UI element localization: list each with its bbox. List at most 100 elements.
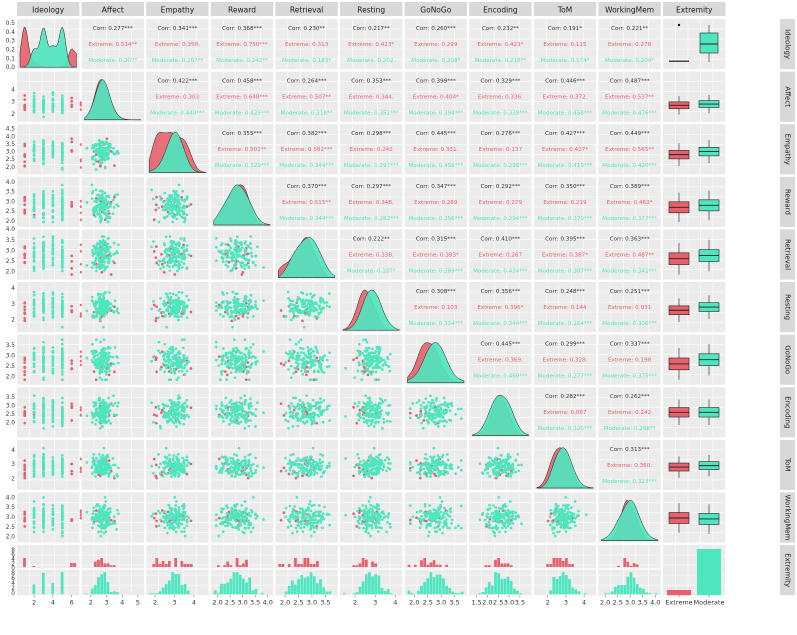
scatter-point xyxy=(60,213,64,216)
scatter-point xyxy=(225,259,229,263)
scatter-point xyxy=(328,305,331,309)
corr-text-moderate: Moderate: 0.294*** xyxy=(473,216,528,222)
corr-text-extreme: Extreme: 0.463* xyxy=(607,200,653,206)
row-label-resting: Resting xyxy=(784,294,792,320)
scatter-point xyxy=(171,364,175,368)
scatter-point xyxy=(367,364,371,368)
scatter-point xyxy=(42,204,45,208)
scatter-point xyxy=(32,143,36,146)
scatter-point xyxy=(168,212,172,215)
scatter-point xyxy=(168,419,172,422)
scatter-point xyxy=(262,266,265,269)
scatter-point xyxy=(99,409,103,413)
scatter-point xyxy=(101,406,105,410)
scatter-point xyxy=(51,413,55,417)
scatter-point xyxy=(42,254,45,258)
scatter-point xyxy=(23,94,27,97)
scatter-point xyxy=(42,368,45,371)
scatter-point xyxy=(51,416,55,420)
corr-text-moderate: Moderate: 0.351*** xyxy=(344,111,399,117)
scatter-point xyxy=(60,211,64,214)
scatter-point xyxy=(239,406,243,410)
scatter-point xyxy=(171,357,175,361)
scatter-point xyxy=(182,408,186,412)
corr-text-extreme: Extreme: 0.427* xyxy=(542,147,588,153)
scatter-point xyxy=(107,209,110,213)
scatter-point xyxy=(94,249,97,252)
scatter-point xyxy=(160,365,163,369)
boxplot-outlier xyxy=(677,23,681,27)
scatter-point xyxy=(96,254,99,257)
scatter-point xyxy=(23,378,27,382)
scatter-point xyxy=(112,205,116,209)
scatter-point xyxy=(51,351,55,355)
scatter-point xyxy=(152,240,155,243)
scatter-point xyxy=(304,353,307,357)
scatter-point xyxy=(163,370,167,374)
scatter-point xyxy=(233,338,236,342)
corr-text-total: Corr: 0.445*** xyxy=(416,131,456,137)
scatter-point xyxy=(221,403,224,407)
scatter-point xyxy=(108,403,111,407)
scatter-point xyxy=(374,422,377,425)
corr-text-moderate: Moderate: 0.334*** xyxy=(408,321,463,327)
scatter-point xyxy=(228,422,231,426)
scatter-point xyxy=(243,417,247,420)
scatter-point xyxy=(312,416,316,420)
scatter-point xyxy=(32,105,36,109)
scatter-point xyxy=(60,311,64,315)
scatter-point xyxy=(352,406,355,409)
scatter-point xyxy=(325,407,329,411)
scatter-point xyxy=(32,416,36,420)
scatter-point xyxy=(106,157,110,161)
scatter-point xyxy=(107,261,110,265)
scatter-point xyxy=(355,356,359,360)
scatter-point xyxy=(104,216,108,220)
scatter-point xyxy=(189,367,193,370)
scatter-point xyxy=(298,399,302,402)
scatter-point xyxy=(90,266,94,269)
scatter-point xyxy=(230,319,234,323)
scatter-point xyxy=(60,142,64,146)
corr-text-moderate: Moderate: 0.460*** xyxy=(473,374,528,380)
scatter-point xyxy=(104,299,107,303)
scatter-point xyxy=(32,411,36,415)
scatter-point xyxy=(105,137,109,141)
scatter-point xyxy=(117,361,120,365)
scatter-point xyxy=(51,200,55,204)
scatter-point xyxy=(314,359,318,363)
column-label-gonogo: GoNoGo xyxy=(420,6,451,15)
scatter-point xyxy=(165,366,169,370)
scatter-point xyxy=(230,411,234,415)
scatter-point xyxy=(182,245,185,249)
scatter-point xyxy=(70,359,74,363)
corr-text-total: Corr: 0.382*** xyxy=(287,131,327,137)
scatter-point xyxy=(234,402,238,406)
scatter-point xyxy=(152,355,155,359)
scatter-point xyxy=(174,311,178,314)
panel-bg xyxy=(275,176,338,227)
panel-bg xyxy=(663,71,726,122)
scatter-point xyxy=(365,349,369,352)
scatter-point xyxy=(85,146,89,150)
corr-text-total: Corr: 0.248*** xyxy=(545,289,585,295)
scatter-point xyxy=(311,349,315,353)
corr-text-extreme: Extreme: 0.198 xyxy=(608,358,652,364)
scatter-point xyxy=(221,291,224,294)
scatter-point xyxy=(164,235,168,239)
scatter-point xyxy=(249,235,252,238)
scatter-point xyxy=(305,419,309,423)
scatter-point xyxy=(154,358,158,362)
scatter-point xyxy=(298,406,301,410)
scatter-point xyxy=(164,359,168,363)
scatter-point xyxy=(243,297,247,300)
scatter-point xyxy=(163,191,167,195)
scatter-point xyxy=(51,97,55,101)
scatter-point xyxy=(370,401,373,405)
scatter-point xyxy=(32,307,36,311)
scatter-point xyxy=(171,265,175,268)
scatter-point xyxy=(154,256,158,260)
scatter-point xyxy=(90,295,94,299)
scatter-point xyxy=(226,250,230,254)
scatter-point xyxy=(42,316,45,320)
